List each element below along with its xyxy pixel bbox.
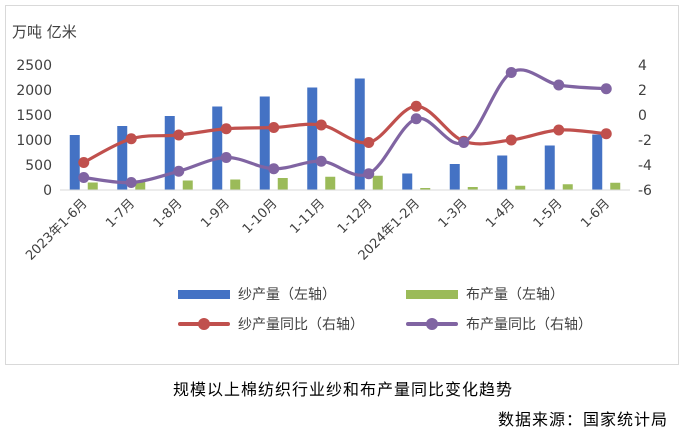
- legend-yarn-yoy-swatch: [178, 318, 230, 330]
- yarn-output-bar: [544, 145, 555, 190]
- yarn-output-bar: [259, 96, 270, 190]
- yarn-output-bar: [117, 126, 128, 190]
- data-source: 数据来源：国家统计局: [497, 410, 668, 429]
- cloth-yoy-point: [220, 152, 232, 163]
- legend-cloth-yoy: 布产量同比（右轴）: [406, 314, 592, 334]
- category-label: 1-11月: [287, 196, 328, 237]
- category-label: 1-9月: [198, 196, 233, 231]
- chart-plot: 0 500 1000 1500 2000 2500 -6 -4 -2 0 2 4 2023年1-6月 1-…: [16, 58, 652, 264]
- yarn-output-bar: [449, 164, 460, 190]
- legend-yarn-yoy: 纱产量同比（右轴）: [178, 314, 364, 334]
- left-axis-tick-label: 2500: [16, 58, 52, 74]
- legend-cloth-yoy-swatch: [406, 318, 458, 330]
- unit-label: 万吨 亿米: [12, 23, 77, 41]
- category-label: 1-3月: [436, 196, 471, 231]
- cloth-yoy-point: [78, 172, 90, 183]
- legend-cloth-output-swatch: [406, 289, 458, 299]
- cloth-yoy-point: [505, 67, 517, 78]
- yarn-yoy-point: [220, 123, 232, 135]
- legend-cloth-output-label: 布产量（左轴）: [466, 287, 564, 303]
- cloth-output-bar: [467, 187, 478, 190]
- yarn-output-bar: [212, 106, 223, 190]
- yarn-output-bar: [164, 116, 175, 190]
- cloth-yoy-point: [458, 137, 470, 148]
- cloth-yoy-point: [315, 155, 327, 167]
- cloth-yoy-point: [268, 163, 280, 175]
- cloth-yoy-line: [82, 68, 608, 185]
- cloth-yoy-point: [553, 79, 565, 91]
- cloth-output-bar: [230, 179, 241, 190]
- right-axis-tick-label: -4: [638, 158, 652, 174]
- yarn-yoy-point: [315, 119, 327, 131]
- right-axis-tick-label: -6: [638, 183, 652, 199]
- legend-yarn-output-label: 纱产量（左轴）: [238, 287, 336, 303]
- category-label: 1-4月: [483, 196, 518, 231]
- chart-legend: 纱产量（左轴） 布产量（左轴） 纱产量同比（右轴） 布产量同比（右轴）: [0, 276, 686, 340]
- yarn-yoy-point: [78, 157, 90, 168]
- yarn-output-bar: [69, 135, 80, 190]
- yarn-yoy-point: [268, 122, 280, 133]
- yarn-yoy-point: [173, 129, 185, 141]
- cloth-yoy-point: [125, 177, 137, 188]
- yarn-yoy-point: [363, 137, 375, 148]
- cloth-output-bar: [372, 175, 383, 190]
- right-axis-tick-label: 0: [638, 108, 647, 124]
- cloth-output-bar: [277, 178, 288, 190]
- yarn-output-bar: [592, 134, 603, 190]
- right-axis-tick-label: 4: [638, 58, 647, 74]
- yarn-yoy-point: [600, 128, 612, 140]
- yarn-output-bar: [307, 87, 318, 190]
- right-axis-tick-label: -2: [638, 133, 652, 149]
- left-axis-tick-label: 500: [25, 158, 52, 174]
- left-axis-tick-label: 2000: [16, 83, 52, 99]
- yarn-yoy-point: [505, 134, 517, 146]
- legend-yarn-output: 纱产量（左轴）: [178, 284, 336, 304]
- cloth-output-bar: [420, 188, 431, 190]
- category-label: 1-5月: [531, 196, 566, 231]
- legend-cloth-yoy-label: 布产量同比（右轴）: [466, 317, 592, 333]
- chart-caption: 规模以上棉纺织行业纱和布产量同比变化趋势: [172, 380, 513, 399]
- category-label: 1-10月: [240, 196, 281, 237]
- category-label: 1-7月: [103, 196, 138, 231]
- cloth-output-bar: [325, 176, 336, 190]
- yarn-output-bar: [402, 173, 413, 190]
- cloth-yoy-point: [410, 113, 422, 125]
- legend-cloth-output: 布产量（左轴）: [406, 284, 564, 304]
- cloth-output-bar: [610, 182, 621, 190]
- cloth-output-bar: [562, 184, 573, 190]
- left-axis-tick-label: 1000: [16, 133, 52, 149]
- category-label: 2023年1-6月: [23, 196, 90, 263]
- category-label: 1-8月: [151, 196, 186, 231]
- legend-yarn-yoy-label: 纱产量同比（右轴）: [238, 317, 364, 333]
- yarn-yoy-point: [125, 133, 137, 145]
- yarn-output-bar: [497, 155, 508, 190]
- right-axis-tick-label: 2: [638, 83, 647, 99]
- legend-yarn-output-swatch: [178, 289, 230, 299]
- cloth-output-bar: [182, 180, 193, 190]
- yarn-yoy-line: [82, 104, 608, 165]
- cloth-yoy-point: [600, 83, 612, 95]
- cloth-output-bar: [87, 182, 98, 190]
- cloth-output-bar: [135, 181, 146, 190]
- cloth-yoy-point: [173, 165, 185, 177]
- yarn-output-bar: [354, 78, 365, 190]
- cloth-output-bar: [515, 185, 526, 190]
- yarn-yoy-point: [553, 124, 565, 136]
- category-label: 1-12月: [335, 196, 376, 237]
- category-label: 1-6月: [578, 196, 613, 231]
- cloth-yoy-point: [363, 168, 375, 180]
- yarn-yoy-point: [410, 100, 422, 112]
- left-axis-tick-label: 1500: [16, 108, 52, 124]
- left-axis-tick-label: 0: [43, 183, 52, 199]
